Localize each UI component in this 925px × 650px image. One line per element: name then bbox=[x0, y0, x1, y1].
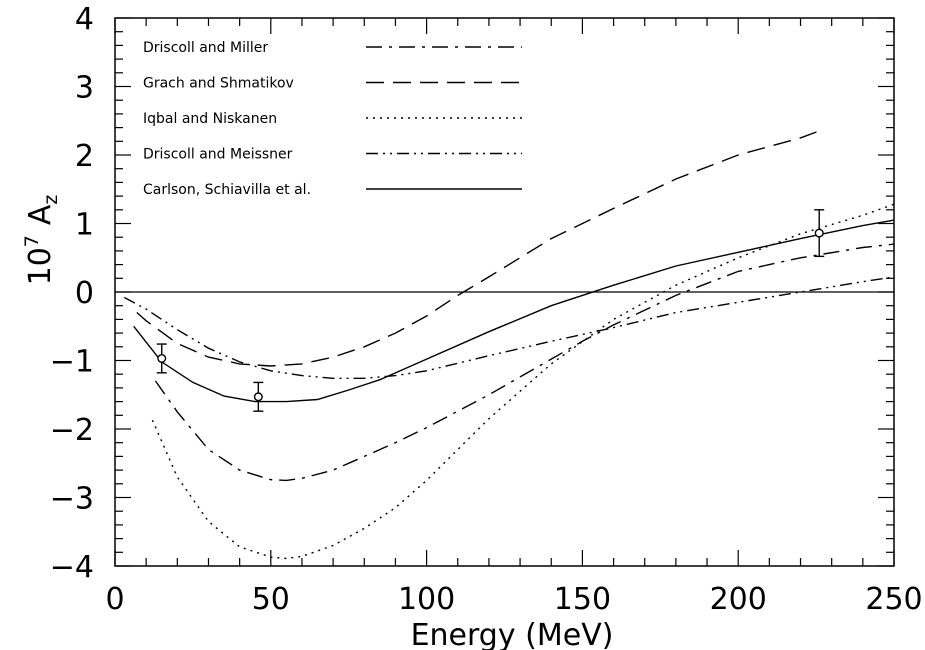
x-axis-title: Energy (MeV) bbox=[411, 618, 614, 650]
y-tick-label: −1 bbox=[50, 345, 94, 380]
x-tick-label: 250 bbox=[865, 582, 922, 617]
data-point bbox=[255, 393, 263, 401]
y-axis-title-base: 10 bbox=[23, 247, 58, 285]
legend-label: Driscoll and Meissner bbox=[143, 147, 293, 163]
y-tick-label: 4 bbox=[75, 2, 94, 37]
y-tick-label: 2 bbox=[75, 139, 94, 174]
y-tick-label: 0 bbox=[75, 276, 94, 311]
legend-label: Driscoll and Miller bbox=[143, 40, 268, 56]
data-point bbox=[815, 229, 823, 237]
data-point bbox=[158, 355, 166, 363]
y-tick-label: 3 bbox=[75, 71, 94, 106]
y-tick-label: −2 bbox=[50, 413, 94, 448]
y-axis-title-subscript: z bbox=[40, 195, 62, 205]
x-tick-label: 100 bbox=[398, 582, 455, 617]
x-tick-label: 0 bbox=[105, 582, 124, 617]
legend-label: Iqbal and Niskanen bbox=[143, 111, 277, 127]
x-tick-label: 200 bbox=[710, 582, 767, 617]
y-tick-label: −3 bbox=[50, 482, 94, 517]
y-axis-title-exponent: 7 bbox=[21, 235, 43, 247]
y-tick-label: −4 bbox=[50, 550, 94, 585]
x-tick-label: 50 bbox=[252, 582, 290, 617]
x-tick-label: 150 bbox=[554, 582, 611, 617]
legend-label: Carlson, Schiavilla et al. bbox=[143, 182, 311, 198]
y-tick-label: 1 bbox=[75, 208, 94, 243]
y-axis-title-symbol: A bbox=[23, 204, 58, 225]
legend-label: Grach and Shmatikov bbox=[143, 76, 294, 92]
